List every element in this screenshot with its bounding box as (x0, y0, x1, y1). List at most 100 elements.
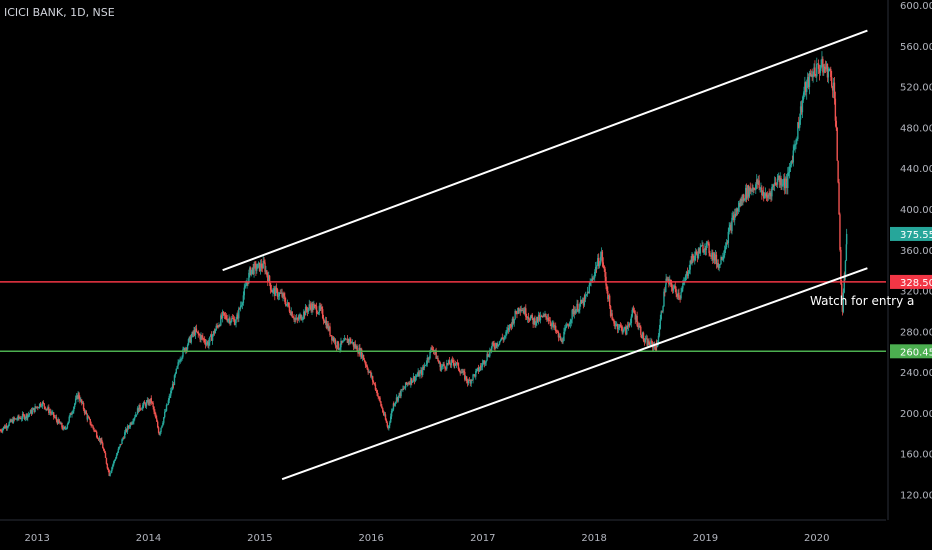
candle-body (428, 358, 430, 360)
candle-body (511, 318, 514, 327)
candle-body (169, 395, 171, 397)
candle-body (124, 429, 127, 433)
candle-body (393, 403, 396, 406)
candle-body (664, 291, 666, 293)
candle-body (582, 299, 585, 306)
candle-body (486, 354, 488, 361)
candle-body (170, 390, 172, 396)
candle-body (11, 419, 13, 422)
candle-body (694, 255, 696, 260)
candle-body (506, 330, 508, 332)
candle-body (821, 58, 823, 66)
candle-body (30, 410, 33, 414)
candle-body (244, 285, 246, 288)
candle-body (300, 314, 302, 320)
candle-body (491, 342, 493, 347)
candle-body (680, 292, 682, 299)
candle-body (688, 269, 690, 274)
candle-body (532, 318, 534, 325)
candle-body (575, 309, 577, 314)
candle-body (633, 310, 636, 314)
candle-body (210, 334, 212, 337)
candle-body (700, 245, 702, 247)
candle-body (497, 344, 499, 347)
candle-body (362, 354, 365, 360)
candle-body (427, 357, 429, 360)
candle-body (435, 350, 437, 359)
candle-body (181, 356, 183, 360)
candle-body (606, 285, 608, 291)
candle-body (312, 303, 314, 310)
candle-body (397, 395, 400, 401)
candle-body (812, 76, 814, 77)
candle-body (471, 379, 473, 381)
candle-body (494, 346, 496, 348)
candle-body (198, 334, 200, 335)
candle-body (87, 416, 90, 418)
candle-body (223, 312, 226, 316)
candle-body (516, 313, 518, 315)
candle-body (671, 287, 674, 291)
candle-body (507, 328, 509, 331)
candle-body (38, 407, 40, 409)
candle-body (28, 413, 31, 415)
candle-body (666, 278, 668, 280)
candle-body (357, 351, 359, 354)
candle-body (728, 227, 730, 232)
candle-body (298, 316, 300, 320)
candle-body (218, 325, 220, 328)
candle-body (754, 189, 756, 191)
candle-body (512, 318, 515, 324)
candle-body (743, 194, 745, 201)
candle-body (557, 331, 560, 338)
candle-body (788, 166, 791, 172)
candle-body (7, 425, 9, 427)
candle-body (774, 182, 777, 185)
candle-body (288, 306, 291, 312)
candle-body (303, 311, 306, 316)
candle-body (79, 398, 81, 402)
candle-body (414, 377, 417, 381)
candle-body (320, 307, 322, 309)
candle-body (180, 359, 182, 360)
candle-body (201, 335, 203, 337)
candle-body (216, 325, 218, 327)
candle-body (264, 262, 266, 272)
candle-body (704, 248, 707, 251)
candle-body (142, 405, 144, 409)
candle-body (133, 418, 135, 422)
candle-body (717, 263, 719, 269)
candle-body (349, 338, 351, 342)
candle-body (798, 119, 801, 128)
candle-body (612, 319, 614, 321)
candle-body (171, 389, 173, 391)
candle-body (684, 275, 687, 281)
candle-body (423, 365, 426, 368)
candle-body (701, 245, 703, 246)
candle-body (562, 340, 564, 343)
candle-body (475, 371, 477, 377)
candle-body (18, 415, 20, 419)
candle-body (823, 66, 825, 73)
candle-body (183, 348, 185, 350)
candle-body (121, 439, 123, 445)
candle-body (350, 342, 353, 344)
candle-body (108, 470, 110, 476)
candle-body (15, 418, 17, 420)
candle-body (461, 372, 463, 374)
candle-body (588, 284, 590, 294)
candle-body (736, 208, 739, 212)
candle-body (97, 438, 100, 440)
candle-body (703, 251, 705, 253)
candle-body (456, 362, 459, 364)
candle-body (8, 422, 10, 426)
candle-body (258, 262, 261, 271)
candle-body (377, 395, 379, 397)
candle-body (224, 315, 227, 317)
candle-body (568, 323, 571, 327)
candle-body (604, 268, 606, 277)
y-tick-label: 400.00 (900, 205, 932, 216)
candle-body (45, 408, 47, 410)
candle-body (33, 408, 35, 412)
